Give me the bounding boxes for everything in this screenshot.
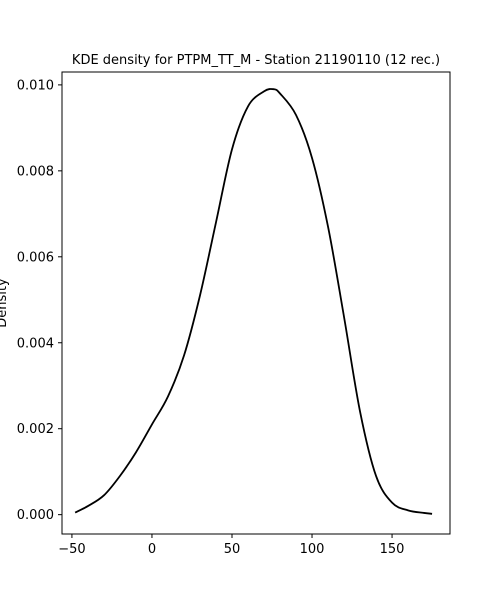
y-axis-label: Density <box>0 278 10 328</box>
x-tick-label: −50 <box>58 542 85 557</box>
chart-title: KDE density for PTPM_TT_M - Station 2119… <box>72 53 440 68</box>
density-curve <box>74 88 433 515</box>
plot-area: −50 0 50 100 150 0.000 0.002 0.004 0.006 0.008 0.0… <box>17 71 451 557</box>
x-tick-label: 150 <box>380 542 405 557</box>
x-tick-label: 0 <box>148 542 156 557</box>
x-tick-label: 50 <box>224 542 241 557</box>
y-tick-label: 0.000 <box>17 508 54 523</box>
plot-frame <box>61 71 451 535</box>
y-tick-label: 0.002 <box>17 422 54 437</box>
y-tick-label: 0.006 <box>17 250 54 265</box>
x-tick-label: 100 <box>300 542 325 557</box>
y-tick-label: 0.004 <box>17 336 54 351</box>
y-tick-label: 0.008 <box>17 164 54 179</box>
y-tick-label: 0.010 <box>17 78 54 93</box>
